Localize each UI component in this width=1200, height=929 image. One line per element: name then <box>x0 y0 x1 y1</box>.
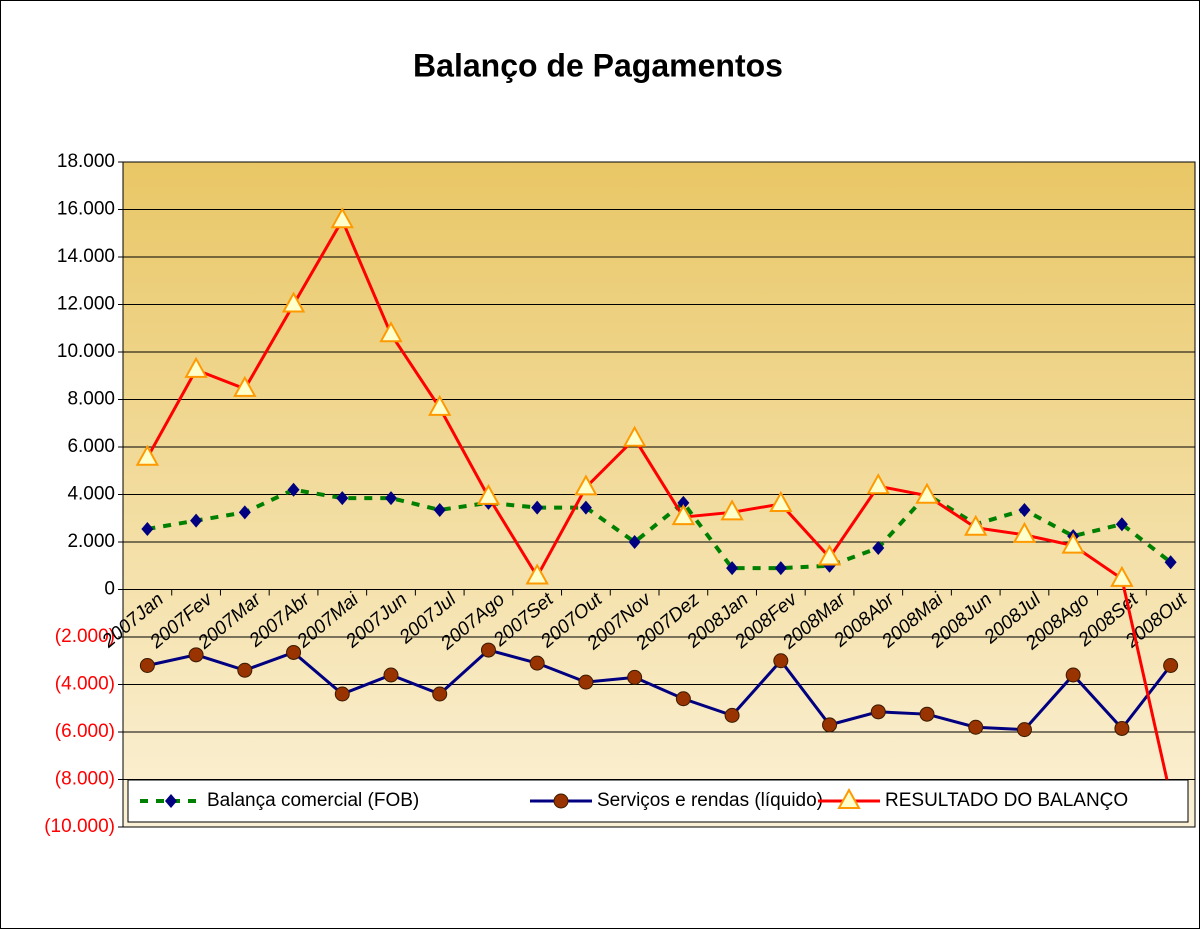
data-point <box>870 704 886 720</box>
data-point <box>578 674 594 690</box>
data-point <box>866 473 890 495</box>
data-point <box>671 504 696 526</box>
data-point <box>1164 555 1177 570</box>
plot-border <box>122 161 1196 828</box>
data-point <box>1065 667 1081 683</box>
data-point <box>379 321 403 343</box>
data-point <box>190 513 203 528</box>
data-point <box>480 642 496 658</box>
data-point <box>432 686 448 702</box>
data-point <box>1163 658 1179 673</box>
data-point <box>915 482 939 504</box>
data-point <box>622 425 647 447</box>
data-point <box>287 482 300 497</box>
y-tick-label: 18.000 <box>57 151 115 172</box>
data-point <box>627 669 643 685</box>
data-point <box>1114 720 1130 736</box>
data-point <box>579 500 592 515</box>
data-point <box>774 561 787 576</box>
legend-items: Balança comercial (FOB) Serviços e rendas… <box>140 787 1128 811</box>
legend-marker <box>553 793 569 809</box>
data-point <box>1061 532 1085 554</box>
data-point <box>139 658 155 673</box>
legend-marker <box>165 794 177 808</box>
legend-marker <box>837 787 861 809</box>
data-point <box>1016 722 1032 738</box>
y-tick-label: 14.000 <box>57 246 115 267</box>
legend-label: RESULTADO DO BALANÇO <box>885 790 1128 811</box>
data-point <box>773 653 789 669</box>
data-point <box>968 719 984 735</box>
legend-label: Balança comercial (FOB) <box>207 790 419 811</box>
data-point <box>1115 517 1128 532</box>
data-point <box>141 521 154 536</box>
data-point <box>720 499 744 521</box>
y-tick-label: (8.000) <box>55 769 115 790</box>
data-point <box>919 706 935 722</box>
data-point <box>385 491 397 506</box>
data-point <box>769 490 793 512</box>
data-point <box>1110 565 1134 587</box>
y-tick-label: 6.000 <box>67 436 115 457</box>
data-point <box>238 505 251 520</box>
data-point <box>531 500 544 515</box>
data-point <box>529 655 545 671</box>
data-point <box>286 644 302 660</box>
data-point <box>188 647 204 663</box>
data-point <box>822 717 838 733</box>
series-line <box>146 216 1173 797</box>
data-point <box>817 544 842 566</box>
data-point <box>628 535 641 549</box>
y-tick-label: 10.000 <box>57 341 115 362</box>
data-point <box>724 707 740 723</box>
data-point <box>476 483 501 505</box>
data-point <box>1012 521 1037 543</box>
data-point <box>964 514 988 536</box>
data-point <box>237 662 253 678</box>
y-tick-label: (6.000) <box>55 721 115 742</box>
data-point <box>1018 502 1031 517</box>
data-point <box>675 691 691 707</box>
y-tick-label: 0 <box>104 579 115 600</box>
marks <box>135 207 1183 805</box>
y-tick-label: 16.000 <box>57 199 115 220</box>
data-point <box>336 491 349 506</box>
y-tick-label: (4.000) <box>55 674 115 695</box>
data-point <box>281 291 306 313</box>
data-point <box>872 540 885 555</box>
data-point <box>677 495 690 510</box>
y-tick-label: (10.000) <box>44 816 115 837</box>
data-point <box>135 444 160 466</box>
y-tick-label: 12.000 <box>57 294 115 315</box>
data-point <box>428 394 452 416</box>
legend <box>127 779 1189 823</box>
chart-title: Balanço de Pagamentos <box>413 47 783 83</box>
series-line <box>147 648 1172 732</box>
y-tick-label: (2.000) <box>55 626 115 647</box>
data-point <box>433 502 446 517</box>
data-point <box>334 686 350 702</box>
y-tick-label: 4.000 <box>67 484 115 505</box>
data-point <box>525 563 549 585</box>
data-point <box>726 561 739 576</box>
data-point <box>330 207 354 229</box>
legend-label: Serviços e rendas (líquido) <box>597 790 823 811</box>
data-point <box>233 375 257 397</box>
data-point <box>574 474 598 496</box>
y-tick-label: 8.000 <box>67 389 115 410</box>
series-line <box>147 487 1172 571</box>
data-point <box>383 667 399 683</box>
y-tick-label: 2.000 <box>67 531 115 552</box>
data-point <box>184 356 208 378</box>
